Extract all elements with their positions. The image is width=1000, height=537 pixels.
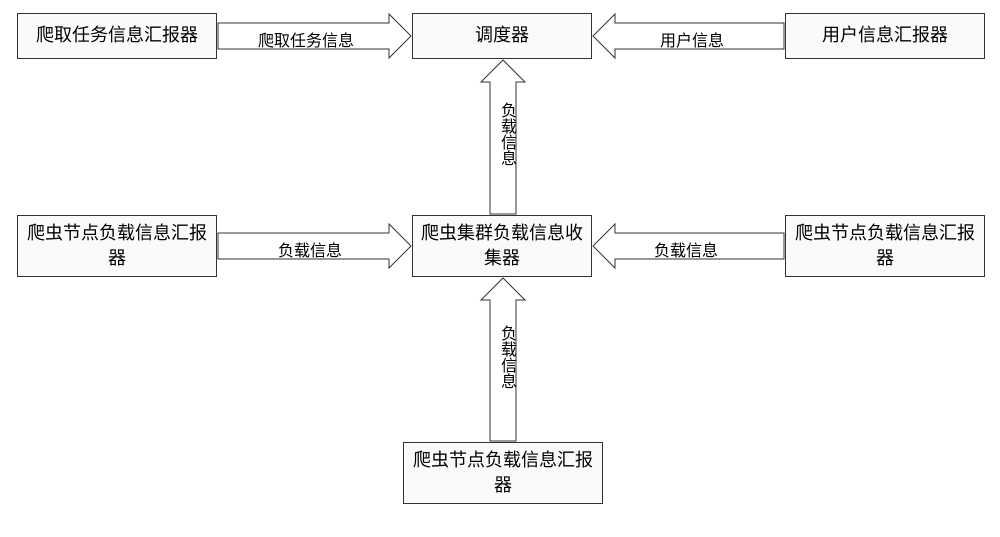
node-collector: 爬虫集群负载信息收集器 — [412, 215, 592, 277]
node-label: 爬虫节点负载信息汇报器 — [790, 221, 980, 271]
node-user_reporter: 用户信息汇报器 — [785, 13, 985, 59]
node-label: 爬虫集群负载信息收集器 — [417, 221, 587, 271]
node-scheduler: 调度器 — [412, 13, 592, 59]
node-task_reporter: 爬取任务信息汇报器 — [17, 13, 217, 59]
arrow-label-right_to_collector: 负载信息 — [654, 237, 718, 261]
arrow-label-collector_to_sched: 负载信息 — [494, 102, 518, 166]
arrow-label-user_to_scheduler: 用户信息 — [660, 27, 724, 51]
diagram-canvas: 爬取任务信息汇报器调度器用户信息汇报器爬虫节点负载信息汇报器爬虫集群负载信息收集… — [0, 0, 1000, 537]
arrow-label-left_to_collector: 负载信息 — [278, 237, 342, 261]
node-left_node_load: 爬虫节点负载信息汇报器 — [17, 215, 217, 277]
arrow-label-bottom_to_collector: 负载信息 — [494, 325, 518, 389]
node-label: 爬取任务信息汇报器 — [36, 23, 198, 48]
arrow-label-task_to_scheduler: 爬取任务信息 — [258, 27, 354, 51]
node-label: 爬虫节点负载信息汇报器 — [408, 448, 598, 498]
node-label: 爬虫节点负载信息汇报器 — [22, 221, 212, 271]
node-right_node_load: 爬虫节点负载信息汇报器 — [785, 215, 985, 277]
node-label: 用户信息汇报器 — [822, 23, 948, 48]
node-label: 调度器 — [475, 23, 529, 48]
node-bottom_node_load: 爬虫节点负载信息汇报器 — [403, 442, 603, 504]
